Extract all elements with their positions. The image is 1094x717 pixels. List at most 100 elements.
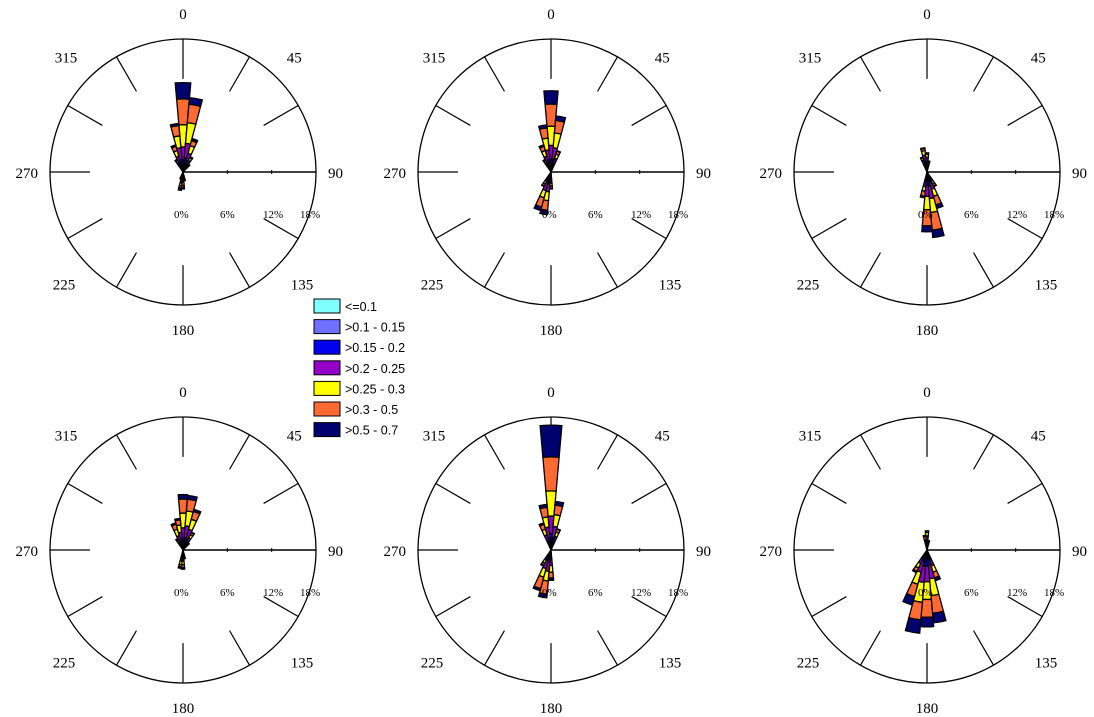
petal-segment bbox=[922, 534, 927, 538]
legend-swatch bbox=[313, 422, 341, 438]
direction-label-225: 225 bbox=[797, 278, 820, 294]
rose-tick-mark bbox=[115, 56, 137, 92]
wind-rose-panel-5: 0% 6% 12% 18% 0 45 90 135 180 225 270 315 bbox=[384, 385, 712, 717]
legend-swatch bbox=[313, 319, 341, 335]
direction-label-0: 0 bbox=[923, 7, 931, 23]
rose-tick-mark bbox=[263, 482, 299, 504]
rose-tick-mark bbox=[435, 482, 471, 504]
petal-segment bbox=[924, 152, 930, 156]
direction-label-180: 180 bbox=[172, 323, 195, 339]
wind-rose-panel-2: 0% 6% 12% 18% 0 45 90 135 180 225 270 315 bbox=[384, 7, 712, 339]
rose-tick-mark bbox=[811, 104, 847, 126]
legend-swatch bbox=[313, 360, 341, 376]
rose-tick-mark bbox=[229, 252, 251, 288]
radial-tick-label: 12% bbox=[263, 209, 283, 221]
petal-segment bbox=[931, 227, 945, 239]
wind-rose-panel-6: 0% 6% 12% 18% 0 45 90 135 180 225 270 315 bbox=[760, 385, 1088, 717]
direction-label-90: 90 bbox=[696, 166, 711, 182]
direction-label-180: 180 bbox=[540, 701, 563, 717]
petal-segment bbox=[919, 194, 926, 199]
direction-label-315: 315 bbox=[423, 50, 446, 66]
petal-segment bbox=[186, 163, 191, 168]
petal-segment bbox=[186, 541, 191, 546]
rose-tick-mark bbox=[859, 630, 881, 666]
direction-label-225: 225 bbox=[53, 656, 76, 672]
direction-label-45: 45 bbox=[1031, 428, 1046, 444]
petal-segment bbox=[927, 160, 931, 164]
direction-label-45: 45 bbox=[655, 50, 670, 66]
direction-label-315: 315 bbox=[423, 428, 446, 444]
radial-tick-label: 6% bbox=[964, 587, 979, 599]
legend-label: >0.5 - 0.7 bbox=[345, 424, 398, 438]
rose-tick-mark bbox=[115, 252, 137, 288]
petal-segment bbox=[539, 208, 549, 216]
petal-segment bbox=[543, 90, 559, 105]
direction-label-45: 45 bbox=[1031, 50, 1046, 66]
rose-tick-mark bbox=[597, 630, 619, 666]
rose-tick-mark bbox=[483, 434, 505, 470]
rose-tick-mark bbox=[1007, 218, 1043, 240]
petal-segment bbox=[539, 563, 545, 567]
petal-segment bbox=[537, 592, 548, 599]
wind-rose-panel-1: 0% 6% 12% 18% 0 45 90 135 180 225 270 315 bbox=[16, 7, 344, 339]
petal-segment bbox=[180, 566, 186, 570]
petal-segment bbox=[932, 183, 938, 188]
petal-segment bbox=[555, 149, 562, 154]
radial-tick-label: 0% bbox=[542, 209, 557, 221]
petal-segment bbox=[542, 158, 547, 163]
rose-tick-mark bbox=[483, 252, 505, 288]
direction-label-315: 315 bbox=[799, 428, 822, 444]
petal-segment bbox=[540, 183, 546, 188]
radial-tick-label: 6% bbox=[588, 209, 603, 221]
petal-segment bbox=[554, 500, 565, 508]
rose-tick-mark bbox=[811, 218, 847, 240]
petal-segment bbox=[919, 147, 926, 150]
radial-tick-label: 6% bbox=[964, 209, 979, 221]
rose-tick-mark bbox=[435, 218, 471, 240]
petal-segment bbox=[549, 552, 553, 560]
rose-tick-mark bbox=[67, 218, 103, 240]
rose-tick-mark bbox=[229, 56, 251, 92]
petal-segment bbox=[177, 565, 183, 570]
petals bbox=[919, 147, 945, 239]
rose-tick-mark bbox=[435, 104, 471, 126]
direction-label-45: 45 bbox=[287, 50, 302, 66]
petals bbox=[170, 493, 202, 570]
petal-segment bbox=[538, 503, 548, 510]
rose-tick-mark bbox=[973, 252, 995, 288]
radial-tick-label: 18% bbox=[300, 209, 320, 221]
radial-tick-label: 12% bbox=[1007, 587, 1027, 599]
direction-label-270: 270 bbox=[16, 544, 39, 560]
petal-segment bbox=[919, 616, 935, 628]
direction-label-135: 135 bbox=[1035, 656, 1058, 672]
rose-tick-mark bbox=[263, 596, 299, 618]
petal-segment bbox=[911, 568, 918, 574]
rose-tick-mark bbox=[973, 630, 995, 666]
petal-segment bbox=[555, 527, 562, 532]
petal-segment bbox=[169, 122, 180, 128]
rose-tick-mark bbox=[115, 434, 137, 470]
petals bbox=[902, 530, 947, 634]
legend-label: >0.15 - 0.2 bbox=[345, 341, 405, 355]
petal-segment bbox=[174, 81, 192, 100]
direction-label-270: 270 bbox=[384, 166, 407, 182]
petals bbox=[533, 90, 567, 216]
direction-label-315: 315 bbox=[55, 428, 78, 444]
rose-tick-mark bbox=[263, 218, 299, 240]
petal-segment bbox=[931, 610, 947, 624]
rose-tick-mark bbox=[631, 596, 667, 618]
panels-layer: 0% 6% 12% 18% 0 45 90 135 180 225 270 315 0% 6% 12% 18%… bbox=[16, 7, 1088, 717]
direction-label-90: 90 bbox=[1072, 166, 1087, 182]
rose-tick-mark bbox=[631, 104, 667, 126]
direction-label-45: 45 bbox=[655, 428, 670, 444]
rose-tick-mark bbox=[973, 434, 995, 470]
legend-swatch bbox=[313, 339, 341, 355]
radial-tick-label: 18% bbox=[300, 587, 320, 599]
rose-tick-mark bbox=[483, 630, 505, 666]
rose-tick-mark bbox=[67, 482, 103, 504]
petal-segment bbox=[924, 554, 930, 567]
direction-label-90: 90 bbox=[1072, 544, 1087, 560]
legend: <=0.1 >0.1 - 0.15 >0.15 - 0.2 >0.2 - 0.25 >0… bbox=[313, 298, 405, 438]
rose-tick-mark bbox=[811, 482, 847, 504]
